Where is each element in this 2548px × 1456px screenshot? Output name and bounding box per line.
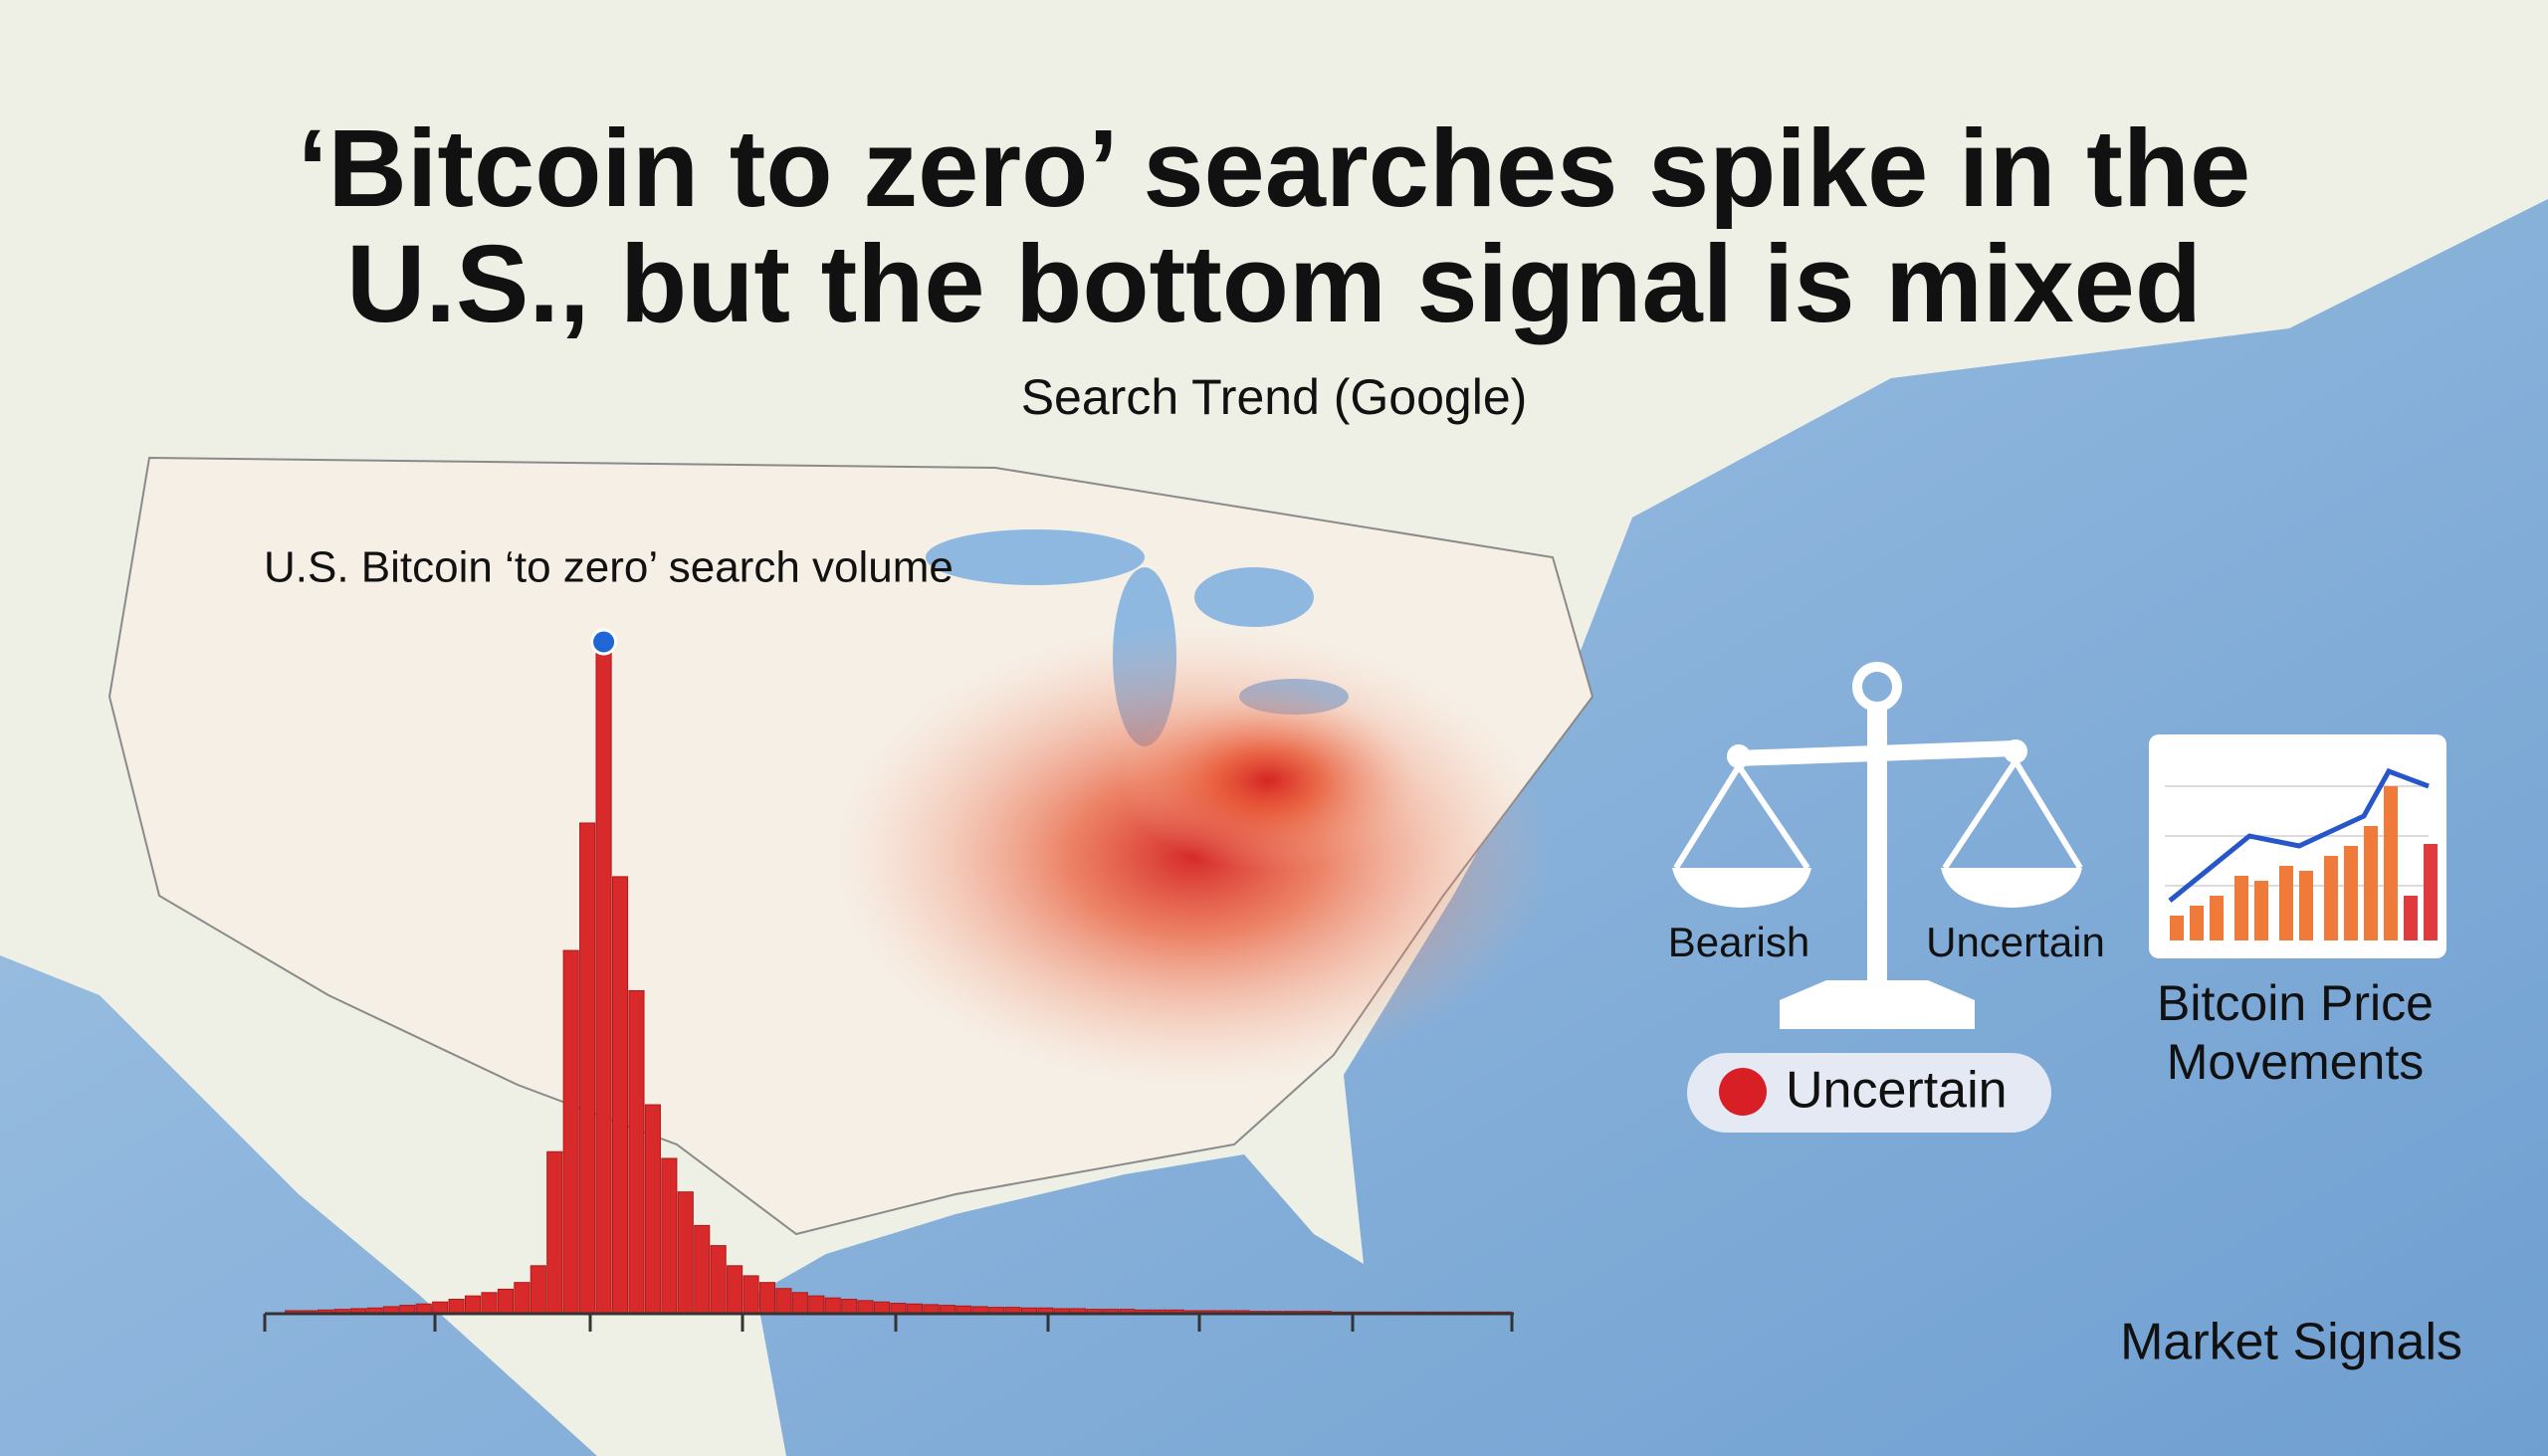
scale-right-label: Uncertain	[1926, 919, 2105, 965]
chart-title: U.S. Bitcoin ‘to zero’ search volume	[264, 543, 954, 592]
bar	[727, 1265, 743, 1314]
bar	[939, 1305, 956, 1314]
bar	[841, 1299, 858, 1314]
bar	[906, 1303, 924, 1314]
bar	[890, 1303, 907, 1314]
bar	[956, 1305, 972, 1314]
bar	[481, 1292, 498, 1314]
bar	[464, 1295, 482, 1314]
bar	[644, 1104, 661, 1314]
bar	[497, 1288, 515, 1314]
bar	[514, 1282, 531, 1314]
bar	[448, 1299, 465, 1314]
status-pill	[1687, 1053, 2051, 1133]
bar	[349, 1308, 367, 1314]
bar	[1103, 1309, 1120, 1314]
bar	[988, 1307, 1005, 1314]
bar	[628, 989, 645, 1314]
bar	[694, 1224, 711, 1314]
bar	[595, 641, 612, 1314]
bar	[923, 1304, 940, 1314]
bar	[1070, 1308, 1087, 1314]
bar	[775, 1288, 792, 1314]
bar	[857, 1300, 874, 1314]
status-dot	[1719, 1068, 1767, 1116]
bar	[415, 1303, 432, 1314]
scale-left-label: Bearish	[1668, 919, 1809, 965]
title-line: ‘Bitcoin to zero’ searches spike in the	[298, 107, 2250, 230]
bar	[1119, 1309, 1136, 1314]
bar	[546, 1150, 563, 1314]
subtitle: Search Trend (Google)	[1021, 369, 1528, 425]
bar	[382, 1306, 399, 1314]
bar	[824, 1297, 841, 1314]
bar	[710, 1245, 727, 1314]
bar	[399, 1305, 416, 1314]
bar	[758, 1282, 776, 1314]
footer-label: Market Signals	[2120, 1314, 2462, 1371]
bar	[677, 1191, 694, 1314]
price-card-label: Movements	[2167, 1034, 2424, 1090]
bar	[530, 1265, 546, 1314]
bar	[1037, 1307, 1054, 1314]
peak-marker	[590, 628, 618, 656]
bar	[432, 1301, 449, 1314]
bar	[1086, 1309, 1103, 1314]
bar	[611, 876, 629, 1314]
title-line: U.S., but the bottom signal is mixed	[346, 223, 2202, 345]
balance-scale-icon	[1672, 662, 2083, 1029]
price-card-icon	[2149, 734, 2446, 958]
status-label: Uncertain	[1786, 1062, 2008, 1120]
bar-chart	[285, 628, 1512, 1314]
bar	[873, 1301, 891, 1314]
price-card-label: Bitcoin Price	[2157, 975, 2434, 1031]
bar	[1004, 1307, 1021, 1314]
bar	[971, 1306, 988, 1314]
chart-axis	[263, 1312, 1514, 1332]
bar	[791, 1292, 808, 1314]
bar	[743, 1275, 759, 1314]
bar	[661, 1157, 678, 1314]
bar	[562, 949, 579, 1314]
bar	[808, 1295, 825, 1314]
bar	[1020, 1307, 1038, 1314]
bar	[579, 822, 596, 1314]
bar	[366, 1307, 383, 1314]
bar	[333, 1309, 350, 1314]
bar	[1053, 1308, 1070, 1314]
